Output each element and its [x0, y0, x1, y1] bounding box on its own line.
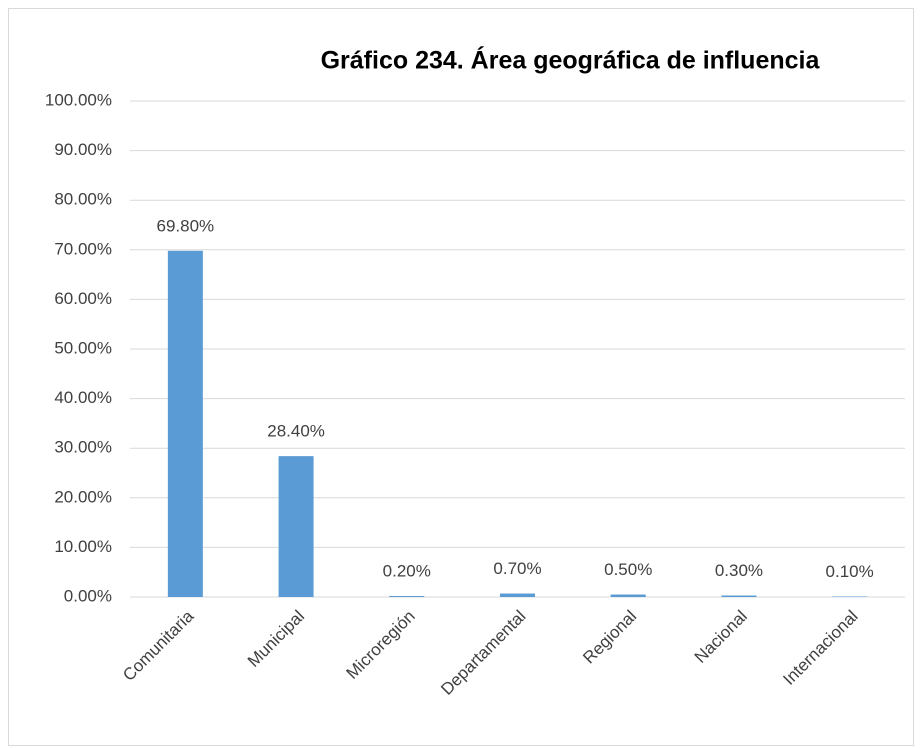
- y-tick-label: 20.00%: [54, 487, 112, 506]
- chart-frame: [8, 8, 914, 746]
- y-tick-label: 70.00%: [54, 239, 112, 258]
- data-label: 69.80%: [157, 216, 215, 235]
- bar: [500, 593, 535, 597]
- bar: [721, 595, 757, 597]
- bar: [389, 596, 425, 597]
- chart-title: Gráfico 234. Área geográfica de influenc…: [321, 46, 821, 75]
- y-tick-label: 50.00%: [54, 338, 112, 357]
- bar: [610, 594, 646, 597]
- data-label: 0.30%: [715, 561, 763, 580]
- y-tick-label: 10.00%: [54, 537, 112, 556]
- data-label: 28.40%: [267, 422, 325, 441]
- y-tick-label: 100.00%: [45, 90, 112, 109]
- data-label: 0.70%: [493, 559, 541, 578]
- y-tick-label: 60.00%: [54, 289, 112, 308]
- y-tick-label: 90.00%: [54, 140, 112, 159]
- data-label: 0.20%: [383, 561, 431, 580]
- data-label: 0.10%: [826, 562, 874, 581]
- data-label: 0.50%: [604, 560, 652, 579]
- y-tick-label: 80.00%: [54, 190, 112, 209]
- bar: [832, 596, 868, 598]
- y-tick-label: 30.00%: [54, 438, 112, 457]
- bar: [278, 456, 314, 597]
- y-tick-label: 0.00%: [64, 586, 112, 605]
- bar: [167, 250, 203, 598]
- y-tick-label: 40.00%: [54, 388, 112, 407]
